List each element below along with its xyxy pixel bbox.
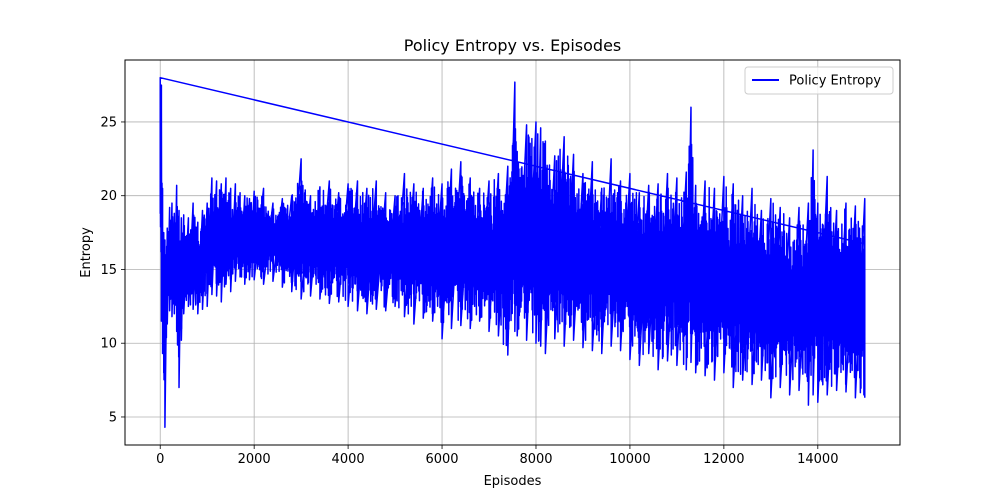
y-tick-label: 10: [100, 337, 117, 352]
y-tick-label: 5: [109, 410, 117, 425]
x-tick-label: 2000: [238, 452, 271, 467]
y-tick-label: 25: [100, 115, 117, 130]
x-tick-label: 6000: [425, 452, 458, 467]
legend: Policy Entropy: [744, 66, 894, 95]
x-tick-label: 14000: [797, 452, 838, 467]
x-tick-label: 12000: [703, 452, 744, 467]
chart-title: Policy Entropy vs. Episodes: [404, 36, 622, 55]
y-axis-label: Entropy: [79, 227, 94, 278]
x-tick-label: 0: [156, 452, 164, 467]
legend-label: Policy Entropy: [789, 74, 881, 89]
plot-frame: [124, 59, 901, 446]
x-axis-ticks: 0 2000 4000 6000 8000 10000 12000 14000: [156, 445, 838, 467]
legend-box: [744, 66, 894, 95]
x-tick-label: 4000: [332, 452, 365, 467]
series-line-policy-entropy: [159, 76, 866, 429]
x-axis-label: Episodes: [484, 474, 542, 489]
y-tick-label: 15: [100, 263, 117, 278]
y-tick-label: 20: [100, 189, 117, 204]
y-axis-ticks: 5 10 15 20 25: [100, 115, 125, 425]
x-tick-label: 8000: [519, 452, 552, 467]
series-layer: [159, 76, 866, 429]
x-tick-label: 10000: [609, 452, 650, 467]
